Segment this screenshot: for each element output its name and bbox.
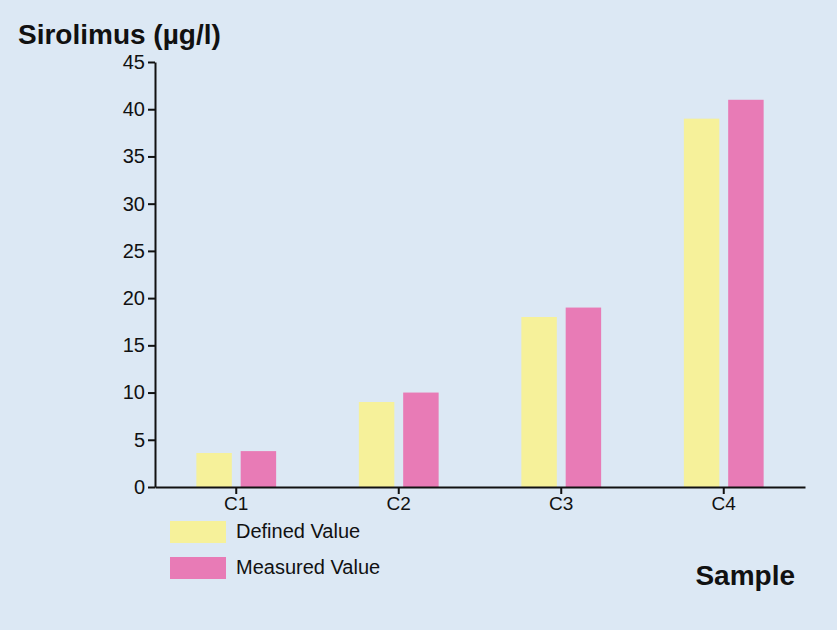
tick-label: 25 bbox=[123, 240, 145, 262]
legend: Defined Value Measured Value bbox=[170, 520, 380, 579]
tick: C3 bbox=[549, 487, 573, 514]
tick-mark bbox=[148, 345, 155, 347]
tick: 40 bbox=[123, 98, 155, 120]
tick: 5 bbox=[134, 429, 155, 451]
tick-label: 5 bbox=[134, 429, 145, 451]
tick: 10 bbox=[123, 381, 155, 403]
tick-label: C4 bbox=[712, 493, 737, 514]
tick-label: 20 bbox=[123, 287, 145, 309]
bar bbox=[684, 119, 719, 487]
tick-label: 10 bbox=[123, 381, 145, 403]
bar bbox=[566, 308, 601, 487]
tick-mark bbox=[148, 203, 155, 205]
legend-swatch bbox=[170, 521, 226, 543]
axis-title: Sirolimus (µg/l) bbox=[18, 19, 221, 50]
tick: 0 bbox=[134, 476, 155, 498]
tick-mark bbox=[148, 487, 155, 489]
tick-label: C3 bbox=[549, 493, 573, 514]
tick-mark bbox=[148, 439, 155, 441]
tick-mark bbox=[148, 62, 155, 64]
tick: 45 bbox=[123, 51, 155, 73]
bar bbox=[403, 393, 438, 487]
axis-line bbox=[156, 487, 806, 489]
tick: C2 bbox=[387, 487, 411, 514]
bar bbox=[196, 453, 231, 487]
tick-mark bbox=[148, 298, 155, 300]
axis-line bbox=[155, 63, 157, 488]
chart: 0 5 10 15 20 25 30 35 40 45 C1 C2 C3 C4 Sirolimus (µg/… bbox=[0, 0, 837, 630]
axis-title: Sample bbox=[695, 560, 795, 591]
tick-label: 35 bbox=[123, 145, 145, 167]
tick: C1 bbox=[224, 487, 248, 514]
tick: 15 bbox=[123, 334, 155, 356]
bar bbox=[359, 402, 394, 487]
tick-label: C1 bbox=[224, 493, 248, 514]
bar bbox=[241, 451, 276, 487]
bars bbox=[196, 100, 763, 487]
tick-mark bbox=[148, 250, 155, 252]
bar bbox=[521, 317, 556, 487]
background bbox=[0, 0, 837, 630]
x-axis: C1 C2 C3 C4 bbox=[156, 487, 806, 514]
tick-label: 15 bbox=[123, 334, 145, 356]
tick: 25 bbox=[123, 240, 155, 262]
tick-mark bbox=[148, 156, 155, 158]
tick-label: 45 bbox=[123, 51, 145, 73]
tick: 20 bbox=[123, 287, 155, 309]
tick-mark bbox=[148, 109, 155, 111]
tick-mark bbox=[148, 392, 155, 394]
y-axis: 0 5 10 15 20 25 30 35 40 45 bbox=[123, 51, 156, 498]
legend-label: Defined Value bbox=[236, 520, 360, 542]
legend-swatch bbox=[170, 557, 226, 579]
tick-label: C2 bbox=[387, 493, 411, 514]
tick: 30 bbox=[123, 193, 155, 215]
tick: C4 bbox=[712, 487, 737, 514]
tick-label: 0 bbox=[134, 476, 145, 498]
tick: 35 bbox=[123, 145, 155, 167]
legend-label: Measured Value bbox=[236, 556, 380, 578]
tick-label: 30 bbox=[123, 193, 145, 215]
bar bbox=[728, 100, 763, 487]
tick-label: 40 bbox=[123, 98, 145, 120]
